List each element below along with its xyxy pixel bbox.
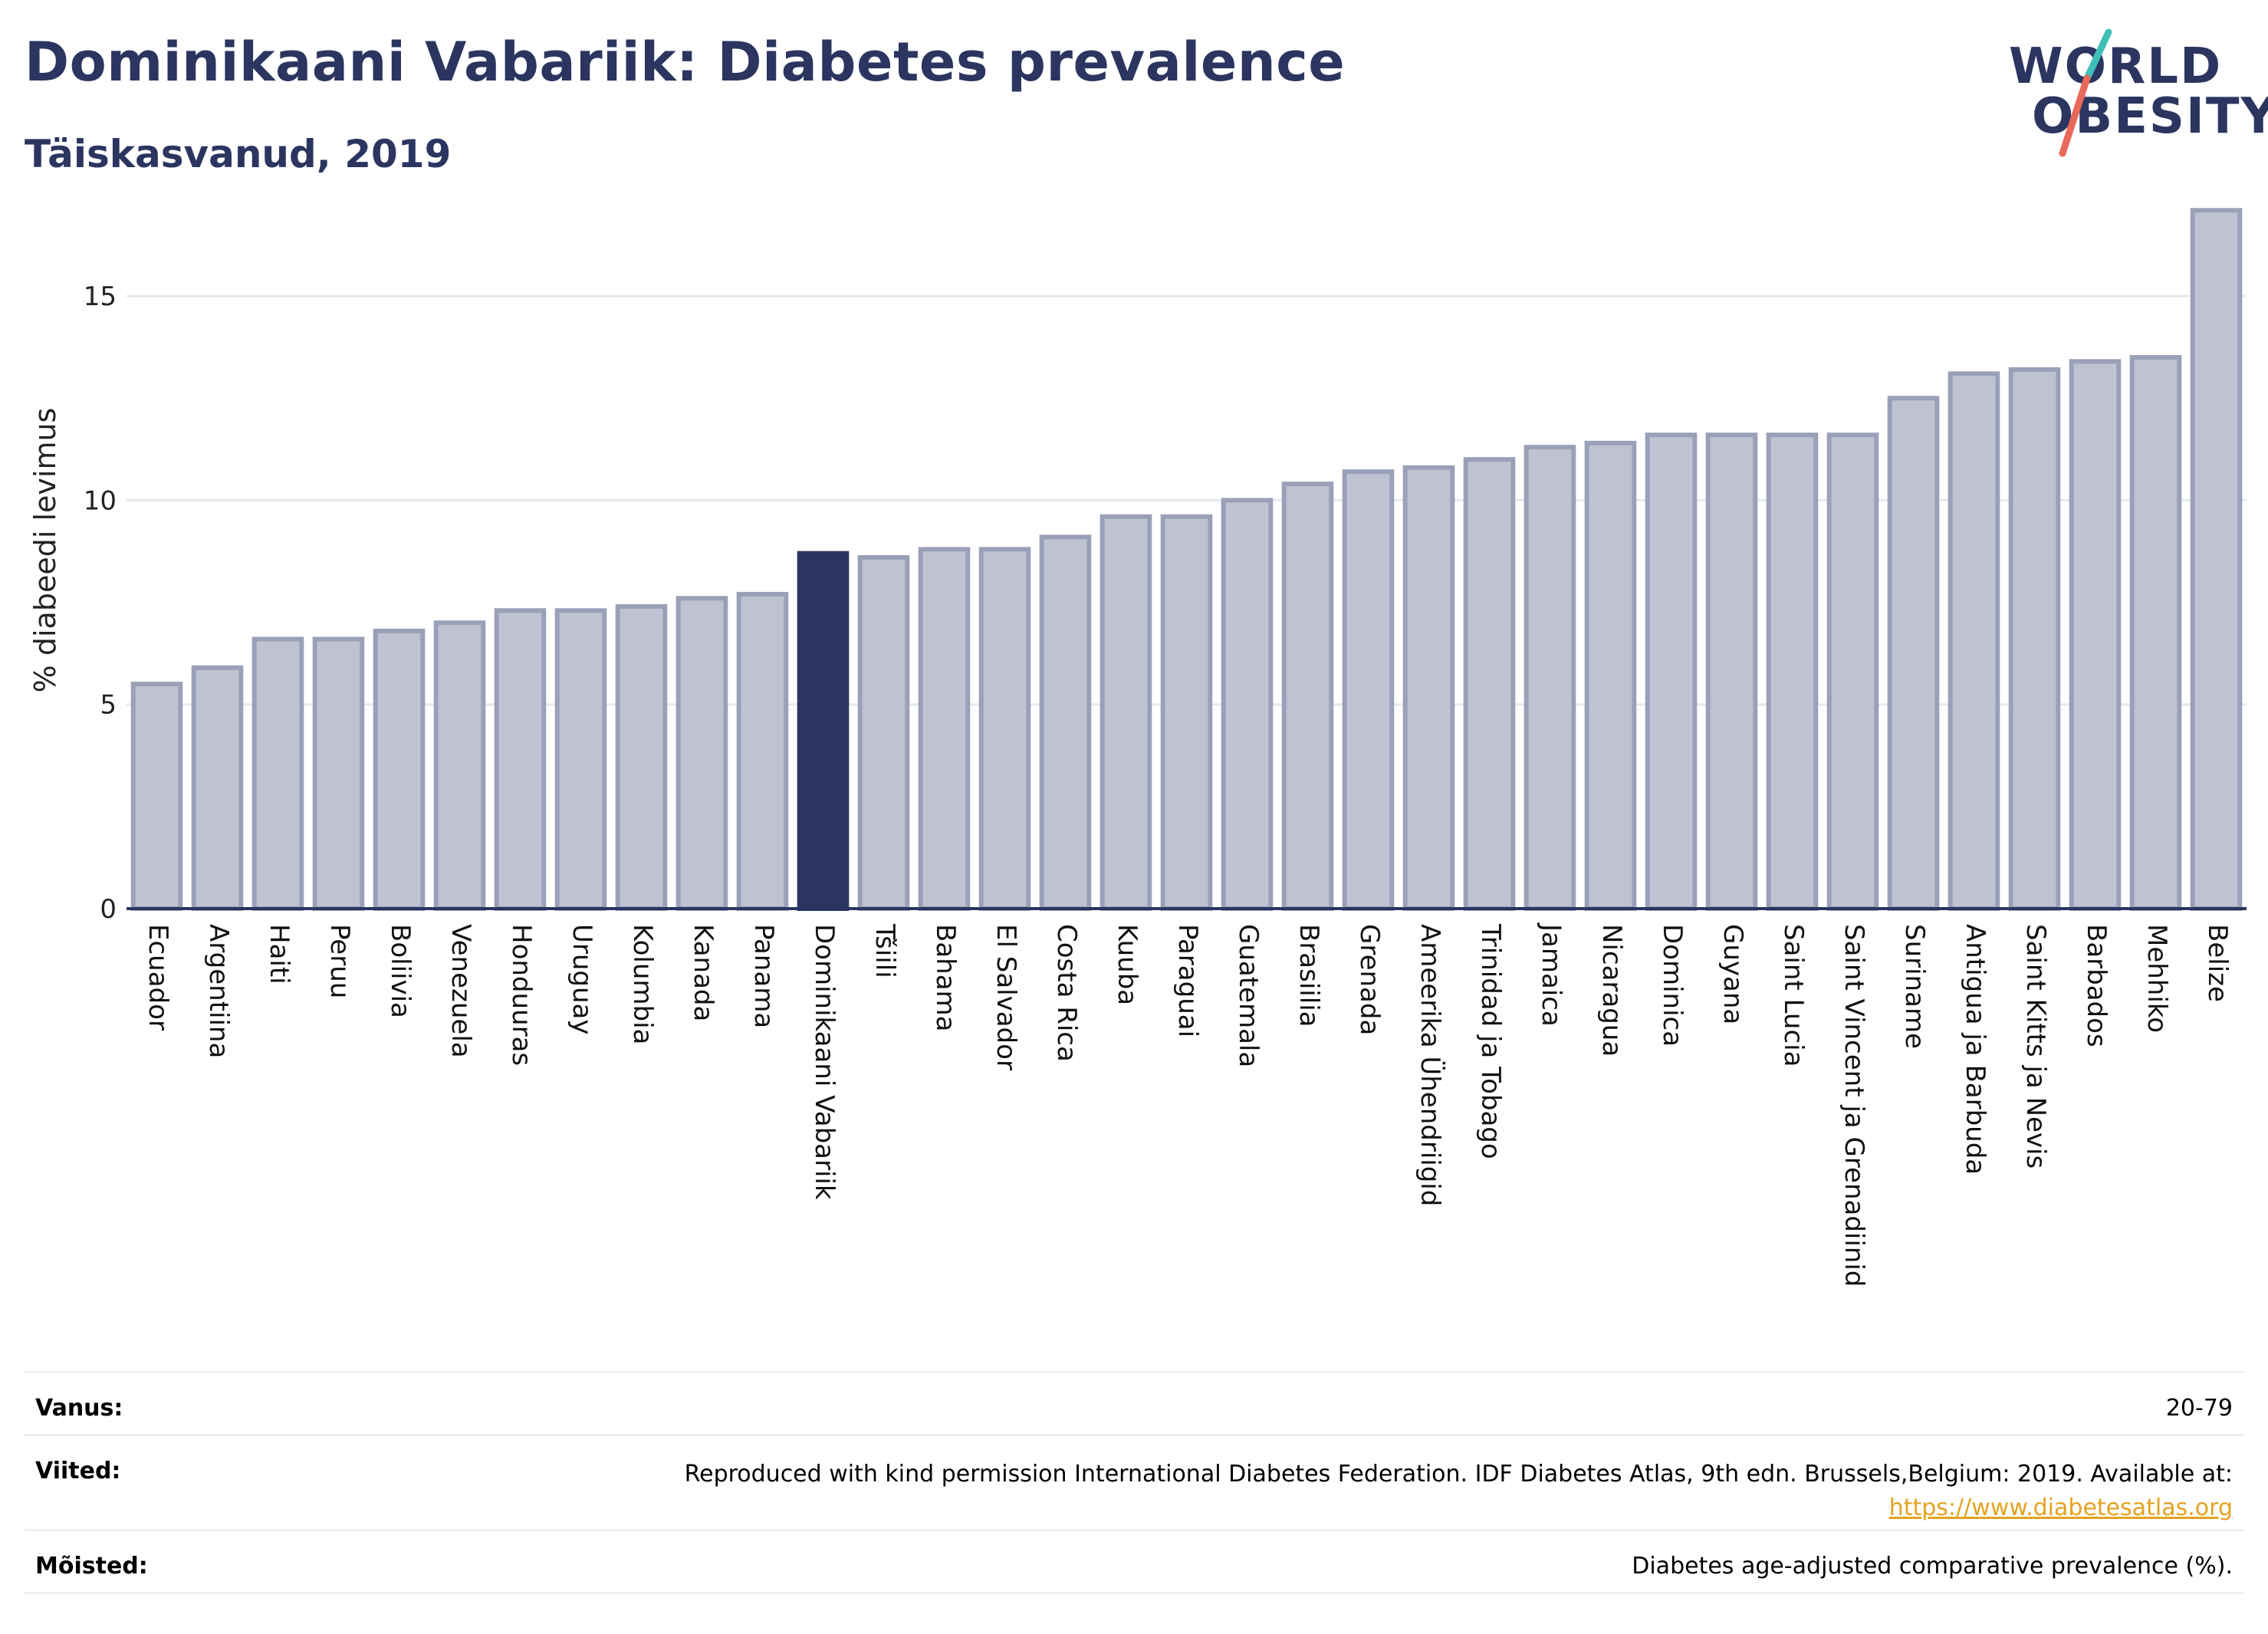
x-tick-label: Ecuador xyxy=(143,924,173,1031)
x-tick-label: Argentiina xyxy=(203,924,234,1058)
bar xyxy=(1160,514,1213,911)
y-axis-title: % diabeedi levimus xyxy=(28,408,62,693)
definitions-label: Mõisted: xyxy=(35,1553,148,1580)
world-obesity-logo: WORLD OBESITY xyxy=(2009,23,2268,161)
x-tick-label: Costa Rica xyxy=(1051,924,1082,1062)
bar xyxy=(1402,465,1455,911)
bar xyxy=(675,596,728,911)
meta-row-age: Vanus: 20-79 xyxy=(25,1371,2243,1436)
x-tick-label: Boliivia xyxy=(385,924,416,1018)
bar xyxy=(312,636,365,911)
x-tick-label: El Salvador xyxy=(991,924,1021,1070)
x-tick-label: Antigua ja Barbuda xyxy=(1960,924,1990,1175)
references-text: Reproduced with kind permission Internat… xyxy=(684,1461,2233,1488)
bar xyxy=(1281,482,1334,911)
bar-chart: 0 5 10 15 % diabeedi levimus Ecuador Argentiin… xyxy=(28,208,2247,1287)
y-tick-label: 10 xyxy=(84,485,117,516)
x-tick-label: Panama xyxy=(748,924,779,1028)
x-tick-label: Nicaragua xyxy=(1596,924,1627,1057)
x-tick-label: Mehhiko xyxy=(2141,924,2172,1033)
bar xyxy=(1463,457,1516,911)
bar xyxy=(1584,440,1637,911)
age-value: 20-79 xyxy=(2165,1395,2233,1422)
bar xyxy=(615,603,668,911)
x-tick-label: Ameerika Ühendriigid xyxy=(1415,924,1446,1206)
references-value: Reproduced with kind permission Internat… xyxy=(685,1458,2233,1525)
bar xyxy=(2129,355,2182,911)
x-tick-label: Barbados xyxy=(2081,924,2112,1047)
x-tick-label: Grenada xyxy=(1354,924,1385,1035)
y-tick-label: 5 xyxy=(100,690,117,721)
y-tick-label: 0 xyxy=(100,894,117,925)
x-tick-label: Trinidad ja Tobago xyxy=(1475,923,1506,1159)
x-tick-label: Saint Vincent ja Grenadiinid xyxy=(1839,924,1869,1287)
bar xyxy=(130,682,183,911)
x-tick-label: Guatemala xyxy=(1233,924,1264,1067)
x-tick-label: Kolumbia xyxy=(627,924,658,1044)
bar xyxy=(433,620,486,911)
bar xyxy=(494,608,547,911)
bar xyxy=(797,551,850,911)
x-tick-label: Uruguay xyxy=(567,924,597,1035)
bar xyxy=(373,628,426,911)
bar xyxy=(1039,534,1092,911)
logo-line-1: WORLD xyxy=(2009,38,2223,95)
bar xyxy=(1524,445,1576,911)
bar xyxy=(978,547,1031,911)
x-tick-label: Kanada xyxy=(688,924,718,1021)
bar xyxy=(2190,208,2243,911)
bar xyxy=(1948,371,2000,911)
x-tick-label: Jamaica xyxy=(1536,922,1566,1027)
meta-bottom-rule xyxy=(25,1592,2243,1594)
bar xyxy=(1099,514,1152,911)
bar xyxy=(191,665,244,911)
bar xyxy=(857,554,910,911)
meta-row-definitions: Mõisted: Diabetes age-adjusted comparati… xyxy=(25,1529,2243,1594)
x-tick-label: Haiti xyxy=(264,924,294,985)
x-tick-label: Peruu xyxy=(324,924,355,998)
x-tick-label: Saint Lucia xyxy=(1778,924,1809,1067)
references-label: Viited: xyxy=(35,1458,121,1484)
bar xyxy=(1705,432,1758,911)
x-tick-label: Dominica xyxy=(1657,924,1688,1047)
bar xyxy=(1766,432,1819,911)
page-subtitle: Täiskasvanud, 2019 xyxy=(25,132,452,176)
bar xyxy=(2008,367,2061,911)
x-tick-label: Paraguai xyxy=(1172,924,1203,1037)
bar xyxy=(1342,469,1395,911)
age-label: Vanus: xyxy=(35,1395,123,1422)
logo-slash-icon xyxy=(2059,28,2112,157)
y-tick-label: 15 xyxy=(84,281,117,312)
page-title: Dominikaani Vabariik: Diabetes prevalenc… xyxy=(25,31,1346,94)
x-tick-label: Dominikaani Vabariik xyxy=(809,924,840,1200)
references-link[interactable]: https://www.diabetesatlas.org xyxy=(1888,1494,2233,1521)
x-tick-label: Saint Kitts ja Nevis xyxy=(2020,924,2051,1169)
bar xyxy=(1826,432,1879,911)
bar xyxy=(554,608,607,911)
x-tick-label: Guyana xyxy=(1717,924,1748,1024)
bar xyxy=(1221,498,1274,911)
x-tick-label: Tšiili xyxy=(869,923,900,978)
bar xyxy=(736,591,789,911)
bar xyxy=(1645,432,1698,911)
x-tick-label: Brasiilia xyxy=(1293,924,1324,1027)
bar xyxy=(2069,359,2122,911)
x-tick-label: Belize xyxy=(2202,924,2233,1002)
bar xyxy=(251,636,304,911)
x-tick-label: Bahama xyxy=(930,924,961,1032)
x-tick-label: Kuuba xyxy=(1112,924,1142,1005)
definitions-value: Diabetes age-adjusted comparative preval… xyxy=(1632,1553,2233,1580)
meta-row-references: Viited: Reproduced with kind permission … xyxy=(25,1434,2243,1531)
x-tick-label: Venezuela xyxy=(445,924,476,1058)
x-tick-label: Honduuras xyxy=(506,924,537,1066)
x-tick-label: Suriname xyxy=(1899,924,1930,1049)
bar xyxy=(1887,396,1940,911)
bar xyxy=(918,547,971,911)
